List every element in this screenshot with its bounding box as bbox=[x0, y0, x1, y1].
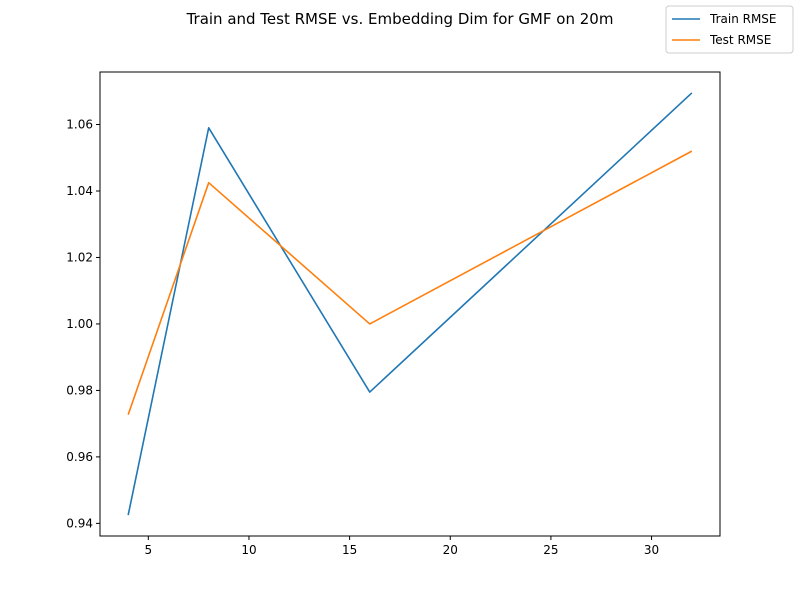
y-axis: 0.94 0.96 0.98 1.00 1.02 1.04 1.06 bbox=[66, 118, 100, 530]
x-tick-label: 30 bbox=[644, 543, 659, 557]
x-tick-label: 5 bbox=[144, 543, 152, 557]
x-tick-label: 20 bbox=[443, 543, 458, 557]
x-tick-label: 25 bbox=[543, 543, 558, 557]
y-tick-label: 1.02 bbox=[66, 250, 93, 264]
legend: Train RMSE Test RMSE bbox=[665, 5, 794, 54]
y-tick-label: 0.98 bbox=[66, 383, 93, 397]
x-axis: 5 10 15 20 25 30 bbox=[144, 536, 659, 557]
legend-label-train-rmse: Train RMSE bbox=[709, 12, 777, 26]
plot-area: 5 10 15 20 25 30 0.94 0.96 0.98 1.00 1.02 1.04 1.06 bbox=[66, 71, 721, 557]
series-line-train-rmse bbox=[127, 92, 693, 516]
y-tick-label: 0.94 bbox=[66, 516, 93, 530]
y-tick-label: 1.04 bbox=[66, 184, 93, 198]
series-line-test-rmse bbox=[127, 150, 693, 415]
y-tick-label: 0.96 bbox=[66, 450, 93, 464]
y-tick-label: 1.06 bbox=[66, 118, 93, 132]
legend-label-test-rmse: Test RMSE bbox=[709, 33, 771, 47]
y-tick-label: 1.00 bbox=[66, 317, 93, 331]
chart-title: Train and Test RMSE vs. Embedding Dim fo… bbox=[186, 10, 614, 28]
axes-frame bbox=[99, 71, 721, 537]
series-group bbox=[127, 92, 693, 516]
x-tick-label: 15 bbox=[342, 543, 357, 557]
legend-box bbox=[665, 5, 794, 54]
x-tick-label: 10 bbox=[241, 543, 256, 557]
